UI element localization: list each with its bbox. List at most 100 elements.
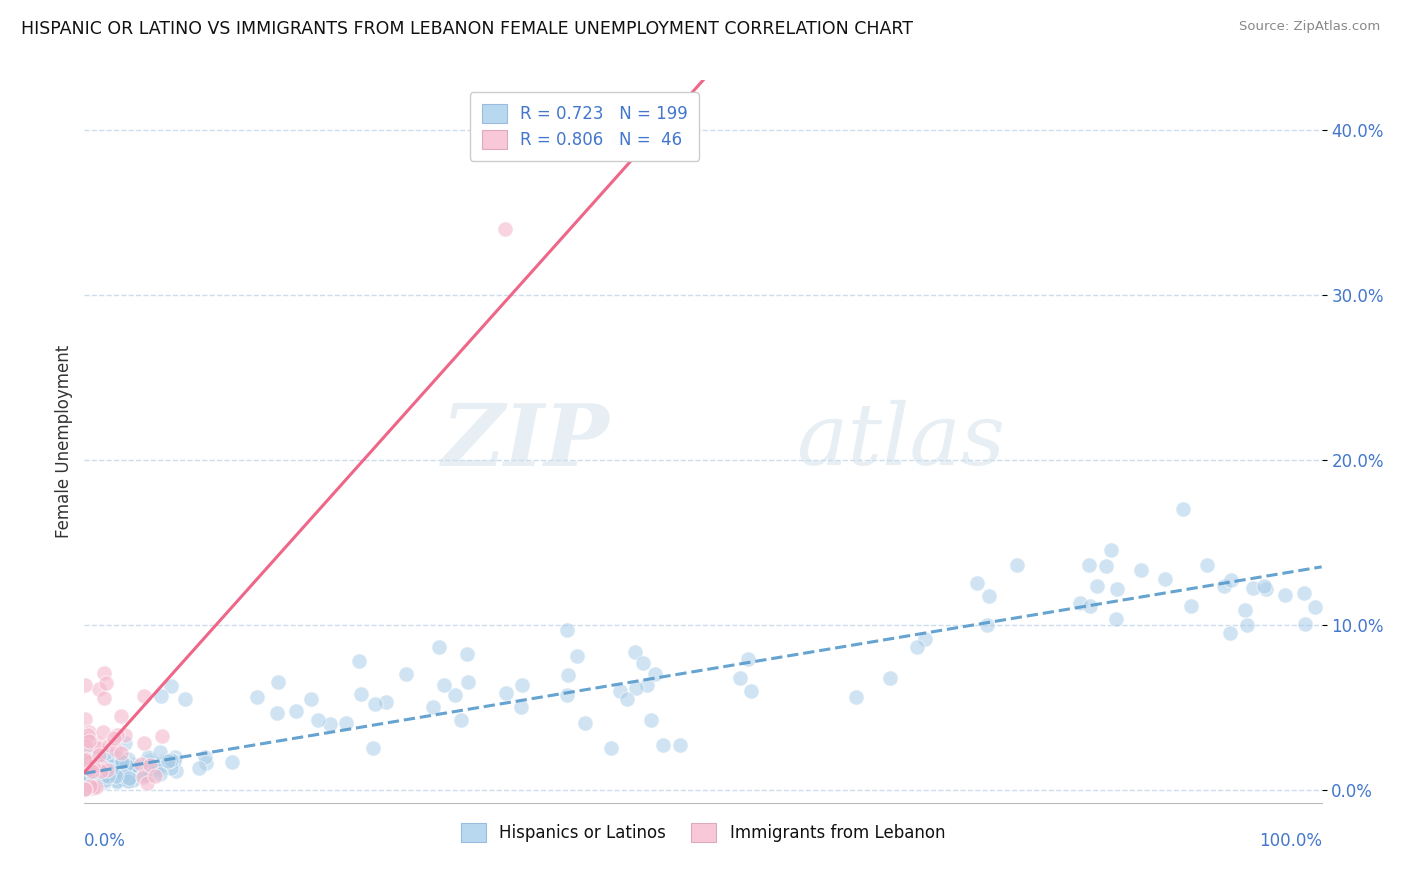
- Point: [1078, 558, 1101, 572]
- Point: [117, 774, 139, 789]
- Point: [510, 700, 533, 714]
- Point: [89, 770, 111, 784]
- Point: [111, 769, 134, 783]
- Point: [93, 747, 115, 762]
- Text: HISPANIC OR LATINO VS IMMIGRANTS FROM LEBANON FEMALE UNEMPLOYMENT CORRELATION CH: HISPANIC OR LATINO VS IMMIGRANTS FROM LE…: [21, 20, 912, 37]
- Point: [89, 682, 111, 697]
- Text: 100.0%: 100.0%: [1258, 831, 1322, 850]
- Point: [75, 752, 97, 766]
- Point: [361, 740, 384, 755]
- Point: [101, 764, 124, 779]
- Point: [122, 772, 145, 786]
- Point: [82, 777, 104, 791]
- Point: [616, 692, 638, 706]
- Point: [1220, 574, 1243, 588]
- Point: [117, 771, 139, 785]
- Point: [165, 764, 187, 779]
- Point: [845, 690, 868, 705]
- Point: [80, 780, 103, 794]
- Point: [98, 763, 121, 777]
- Point: [599, 740, 621, 755]
- Point: [135, 776, 157, 790]
- Point: [77, 771, 100, 785]
- Point: [115, 769, 138, 783]
- Point: [1219, 626, 1241, 640]
- Text: Source: ZipAtlas.com: Source: ZipAtlas.com: [1240, 20, 1381, 33]
- Point: [221, 755, 243, 769]
- Point: [110, 708, 132, 723]
- Point: [1274, 588, 1296, 602]
- Point: [79, 762, 101, 776]
- Point: [640, 714, 662, 728]
- Point: [97, 769, 120, 783]
- Point: [1236, 617, 1258, 632]
- Point: [976, 618, 998, 632]
- Point: [246, 690, 269, 704]
- Point: [77, 725, 100, 739]
- Point: [905, 640, 928, 655]
- Point: [115, 770, 138, 784]
- Point: [136, 768, 159, 782]
- Point: [374, 695, 396, 709]
- Point: [740, 684, 762, 698]
- Point: [494, 221, 516, 235]
- Point: [79, 780, 101, 795]
- Point: [98, 739, 121, 753]
- Point: [79, 770, 101, 784]
- Point: [77, 745, 100, 759]
- Point: [194, 756, 217, 770]
- Point: [565, 648, 588, 663]
- Point: [624, 681, 647, 696]
- Point: [75, 781, 97, 796]
- Point: [73, 678, 96, 692]
- Point: [149, 766, 172, 780]
- Point: [609, 684, 631, 698]
- Point: [121, 765, 143, 780]
- Point: [76, 772, 98, 787]
- Point: [150, 729, 173, 743]
- Point: [132, 770, 155, 784]
- Point: [1294, 586, 1316, 600]
- Point: [104, 769, 127, 783]
- Point: [104, 749, 127, 764]
- Point: [165, 750, 187, 764]
- Point: [105, 742, 128, 756]
- Point: [77, 773, 100, 788]
- Point: [111, 755, 134, 769]
- Point: [82, 780, 104, 795]
- Point: [94, 774, 117, 789]
- Point: [93, 665, 115, 680]
- Point: [77, 776, 100, 790]
- Point: [1234, 603, 1257, 617]
- Point: [146, 760, 169, 774]
- Point: [83, 771, 105, 785]
- Point: [433, 678, 456, 692]
- Point: [117, 772, 139, 787]
- Point: [285, 704, 308, 718]
- Point: [105, 775, 128, 789]
- Point: [110, 747, 132, 761]
- Point: [1005, 558, 1028, 572]
- Point: [83, 777, 105, 791]
- Point: [93, 772, 115, 787]
- Point: [160, 753, 183, 767]
- Point: [82, 758, 104, 772]
- Point: [652, 738, 675, 752]
- Point: [84, 764, 107, 778]
- Point: [879, 671, 901, 685]
- Point: [1213, 579, 1236, 593]
- Point: [557, 667, 579, 681]
- Point: [118, 771, 141, 785]
- Point: [644, 666, 666, 681]
- Point: [1069, 596, 1091, 610]
- Point: [422, 700, 444, 714]
- Point: [77, 778, 100, 792]
- Point: [450, 713, 472, 727]
- Point: [141, 760, 163, 774]
- Point: [737, 651, 759, 665]
- Point: [94, 676, 117, 690]
- Point: [495, 686, 517, 700]
- Point: [122, 773, 145, 788]
- Point: [427, 640, 450, 655]
- Point: [266, 706, 288, 721]
